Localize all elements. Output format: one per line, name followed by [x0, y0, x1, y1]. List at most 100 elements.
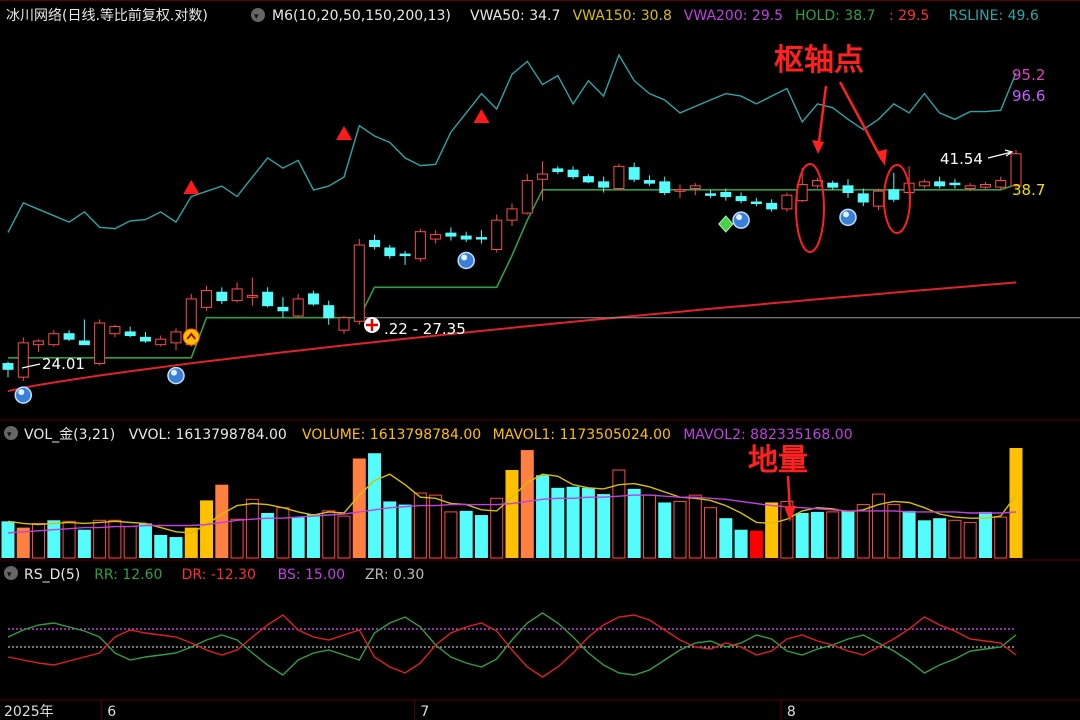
candle-body — [33, 340, 45, 346]
candle-body — [659, 181, 671, 193]
volume-bar — [612, 469, 626, 559]
candle-body — [918, 181, 930, 187]
signal-ball — [457, 251, 475, 270]
rs-value-label: 95.2 — [1012, 66, 1045, 84]
chevron-down-icon: ▾ — [254, 12, 259, 22]
dr-line — [7, 614, 1017, 678]
triangle-marker — [336, 126, 352, 140]
volume-bar — [77, 529, 91, 558]
volume-bar — [810, 511, 824, 558]
volume-bar — [306, 514, 320, 558]
x-tick-label: 8 — [787, 704, 796, 720]
candle-body — [781, 194, 793, 210]
volume-bar — [490, 497, 504, 559]
volume-bar — [62, 520, 76, 559]
rs-value-label: 96.6 — [1012, 87, 1045, 105]
candle-body — [139, 336, 151, 342]
candle-body — [292, 298, 304, 317]
candle-body — [949, 182, 961, 186]
candle-body — [262, 291, 274, 307]
candle-body — [521, 180, 533, 214]
candle-body — [628, 167, 640, 180]
candle-body — [277, 306, 289, 312]
volume-bar — [474, 515, 488, 558]
candle-body — [124, 331, 136, 337]
legend-item: MAVOL2: 882335168.00 — [683, 427, 852, 443]
plus-glyph — [366, 319, 378, 331]
rsline-series — [7, 53, 1017, 233]
legend-item: VOLUME: 1613798784.00 — [302, 427, 481, 443]
candle-body — [399, 253, 411, 257]
volume-bar — [398, 504, 412, 558]
legend-item: : 29.5 — [889, 8, 929, 24]
pivot-ellipse — [883, 164, 911, 234]
settings-icon[interactable] — [4, 426, 18, 440]
signal-ball — [732, 211, 750, 229]
volume-bar — [704, 507, 718, 559]
volume-bar — [47, 520, 61, 558]
volume-bar — [459, 510, 473, 558]
volume-bar — [658, 502, 672, 558]
candle-body — [384, 247, 396, 257]
candles — [2, 150, 1022, 382]
candle-body — [369, 240, 381, 247]
signal-ball — [839, 208, 857, 227]
candle-body — [338, 317, 350, 331]
volume-bar — [276, 507, 290, 559]
signal-markers — [14, 109, 857, 404]
volume-bar — [1009, 448, 1023, 558]
candle-body — [720, 191, 732, 198]
rs-legend: RS_D(5) RR: 12.60 DR: -12.30 BS: 15.00 ZR: 0… — [24, 567, 424, 583]
volume-bar — [184, 527, 198, 558]
x-tick-label: 2025年 — [4, 704, 54, 720]
candle-body — [842, 185, 854, 193]
volume-bar — [520, 450, 534, 558]
high-price-label: 41.54 — [940, 150, 983, 168]
candle-body — [353, 244, 365, 322]
volume-bar — [581, 487, 595, 558]
annotation-arrow — [816, 85, 828, 151]
candle-body — [109, 326, 121, 335]
volume-bar — [887, 504, 901, 559]
annotation-arrows — [784, 81, 911, 522]
candle-body — [430, 234, 442, 240]
annotation-arrowhead — [876, 149, 887, 166]
signal-ball — [167, 366, 185, 385]
volume-bars — [1, 448, 1023, 559]
candle-body — [491, 219, 503, 251]
candle-body — [567, 169, 579, 178]
candle-body — [506, 208, 518, 221]
rs-lines — [7, 612, 1017, 678]
candle-body — [979, 184, 991, 188]
volume-bar — [902, 510, 916, 558]
legend-item: ZR: 0.30 — [365, 567, 424, 583]
candle-body — [216, 291, 228, 302]
candle-body — [674, 189, 686, 192]
mavol2-line — [7, 494, 1017, 534]
x-tick-label: 7 — [420, 704, 429, 720]
candle-body — [78, 340, 90, 346]
settings-icon[interactable] — [4, 566, 18, 580]
range-label: .22 - 27.35 — [384, 320, 466, 338]
volume-bar — [1, 521, 15, 558]
volume-bar — [352, 458, 366, 558]
triangle-marker — [183, 180, 200, 194]
ma-line — [7, 281, 1017, 393]
legend-item: RS_D(5) — [24, 567, 80, 583]
candle-body — [231, 288, 243, 302]
dry-volume-annotation: 地量 — [748, 443, 808, 478]
main-legend: VWA50: 34.7 VWA150: 30.8 VWA200: 29.5 HOLD:… — [470, 8, 1039, 24]
signal-ball-highlight — [843, 211, 849, 218]
legend-item: VOL_金(3,21) — [24, 427, 115, 443]
volume-bar — [765, 502, 779, 558]
diamond-marker — [718, 215, 734, 233]
settings-icon[interactable] — [251, 8, 265, 22]
volume-bar — [200, 500, 214, 558]
legend-item: RSLINE: 49.6 — [949, 8, 1039, 24]
candle-body — [323, 305, 335, 319]
pivot-ellipse — [795, 163, 825, 253]
volume-bar — [856, 504, 870, 559]
volume-bar — [413, 492, 427, 559]
candle-body — [155, 338, 167, 346]
